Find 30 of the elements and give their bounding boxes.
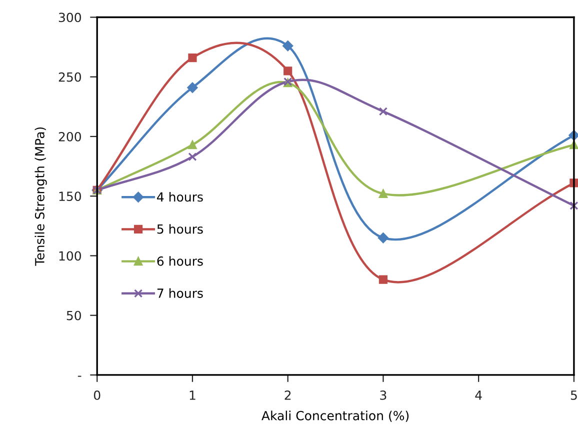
y-tick-label: 100 bbox=[59, 251, 81, 261]
point bbox=[378, 107, 388, 116]
x-tick-label: 1 bbox=[190, 390, 196, 400]
point bbox=[378, 189, 388, 198]
legend-label: 7 hours bbox=[157, 288, 203, 298]
y-tick-label: 200 bbox=[58, 132, 81, 142]
x-tick-label: 3 bbox=[380, 390, 386, 400]
point bbox=[378, 232, 388, 244]
point bbox=[188, 152, 197, 162]
point bbox=[282, 40, 294, 52]
x-tick-label: 2 bbox=[284, 390, 291, 400]
point bbox=[284, 66, 292, 76]
x-tick-label: 5 bbox=[570, 390, 577, 400]
point bbox=[570, 201, 578, 210]
x-tick-label: 0 bbox=[94, 390, 100, 400]
y-tick-label: - bbox=[78, 376, 82, 377]
point bbox=[378, 275, 388, 284]
y-tick-label: 150 bbox=[59, 192, 81, 202]
legend-label: 6 hours bbox=[157, 256, 203, 266]
y-tick-label: 250 bbox=[58, 72, 81, 82]
point bbox=[187, 82, 198, 93]
legend-label: 4 hours bbox=[157, 192, 203, 202]
x-axis-title: Akali Concentration (%) bbox=[262, 410, 409, 422]
y-tick-label: 300 bbox=[58, 12, 81, 22]
point bbox=[188, 53, 197, 62]
x-tick-label: 4 bbox=[475, 390, 482, 400]
y-tick-label: 50 bbox=[66, 310, 81, 320]
legend-label: 5 hours bbox=[157, 224, 203, 234]
y-axis-title: Tensile Strength (MPa) bbox=[34, 127, 47, 266]
point bbox=[188, 140, 197, 150]
